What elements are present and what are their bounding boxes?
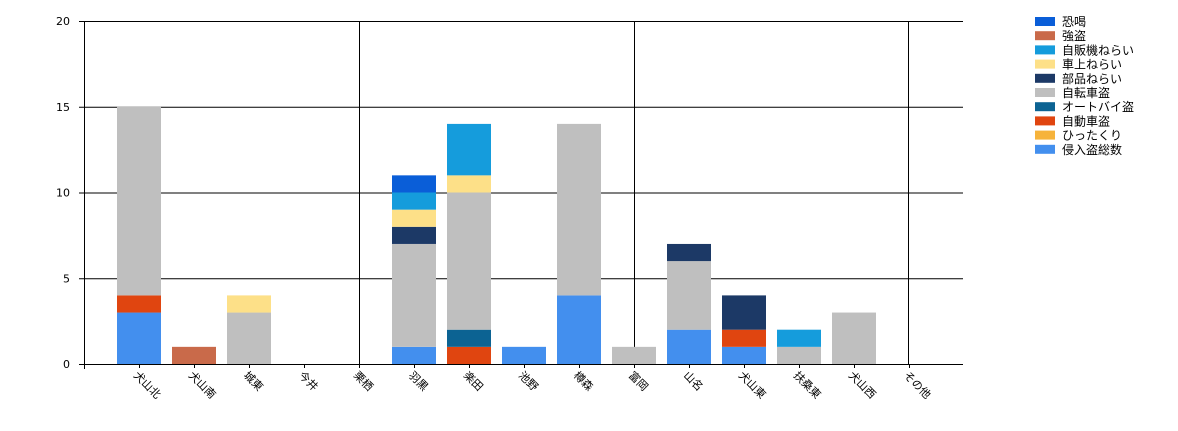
legend-swatch <box>1035 144 1055 154</box>
bar-segment <box>392 346 436 364</box>
x-tick-label: 楽田 <box>461 369 486 394</box>
bar-segment <box>392 243 436 347</box>
x-tick-label: 犬山北 <box>131 368 164 401</box>
bar-segment <box>777 346 821 364</box>
grid-lines <box>84 21 963 365</box>
bar-segment <box>447 123 491 176</box>
bar-segment <box>392 192 436 210</box>
bar-segment <box>117 312 161 364</box>
bar-segment <box>777 329 821 347</box>
legend-label: 自転車盗 <box>1062 85 1110 100</box>
legend-swatch <box>1035 130 1055 140</box>
bar-segment <box>722 295 766 330</box>
bar-segment <box>227 312 271 364</box>
x-tick-label: 山名 <box>681 368 706 393</box>
legend-label: 恐喝 <box>1062 15 1086 29</box>
legend-label: 自販機ねらい <box>1062 42 1134 57</box>
y-tick-label: 20 <box>56 15 70 28</box>
legend-swatch <box>1035 102 1055 112</box>
x-tick-label: 城東 <box>241 369 266 394</box>
y-tick-label: 10 <box>56 187 70 200</box>
x-tick-label: 栗栖 <box>351 368 376 393</box>
bar-segment <box>722 346 766 364</box>
bar-segment <box>392 175 436 193</box>
bar-segment <box>667 243 711 262</box>
bar-segment <box>667 261 711 330</box>
legend-swatch <box>1035 88 1055 97</box>
bar-segment <box>502 346 546 364</box>
bar-segment <box>447 175 491 193</box>
legend-swatch <box>1035 59 1055 69</box>
legend-label: ひったくり <box>1062 129 1122 143</box>
legend-label: 強盗 <box>1062 28 1086 43</box>
bars <box>117 106 876 364</box>
bar-segment <box>447 192 491 330</box>
legend-label: 車上ねらい <box>1062 58 1122 72</box>
bar-segment <box>447 346 491 364</box>
x-tick-label: 羽黒 <box>406 369 431 394</box>
bar-segment <box>117 106 161 296</box>
bar-segment <box>832 312 876 364</box>
bar-segment <box>227 295 271 313</box>
bar-segment <box>392 209 436 227</box>
bar-segment <box>722 329 766 347</box>
legend-label: 自動車盗 <box>1062 113 1110 128</box>
bar-segment <box>667 329 711 364</box>
bar-segment <box>557 123 601 296</box>
legend-swatch <box>1035 45 1055 55</box>
x-tick-label: 今井 <box>296 368 321 393</box>
x-tick-label: 扶桑東 <box>791 368 824 401</box>
x-tick-label: その他 <box>901 369 934 402</box>
bar-segment <box>612 346 656 364</box>
x-tick-label: 池野 <box>516 369 541 394</box>
legend-swatch <box>1035 73 1055 83</box>
y-tick-label: 5 <box>63 272 70 285</box>
legend-label: 部品ねらい <box>1062 71 1122 86</box>
bar-segment <box>557 295 601 364</box>
legend: 恐喝強盗自販機ねらい車上ねらい部品ねらい自転車盗オートバイ盗自動車盗ひったくり侵… <box>1035 15 1134 157</box>
legend-swatch <box>1035 116 1055 126</box>
bar-segment <box>117 295 161 313</box>
legend-label: オートバイ盗 <box>1062 99 1134 114</box>
y-tick-label: 15 <box>56 101 70 114</box>
legend-label: 侵入盗総数 <box>1062 142 1122 157</box>
x-tick-label: 富岡 <box>626 368 651 393</box>
bar-segment <box>447 329 491 347</box>
y-tick-label: 0 <box>63 358 70 371</box>
legend-swatch <box>1035 17 1055 26</box>
x-tick-label: 犬山南 <box>186 368 219 401</box>
x-tick-label: 犬山西 <box>846 368 879 401</box>
legend-swatch <box>1035 31 1055 41</box>
x-tick-label: 樽森 <box>571 368 596 393</box>
axes: 0 5 10 15 20 犬山北 犬山南 城東 今井 栗栖 羽黒 楽田 池野 樽森 富岡 山名 犬山東 扶桑東 犬山… <box>56 15 963 401</box>
x-tick-label: 犬山東 <box>736 368 769 401</box>
bar-segment <box>172 346 216 364</box>
bar-segment <box>392 226 436 244</box>
